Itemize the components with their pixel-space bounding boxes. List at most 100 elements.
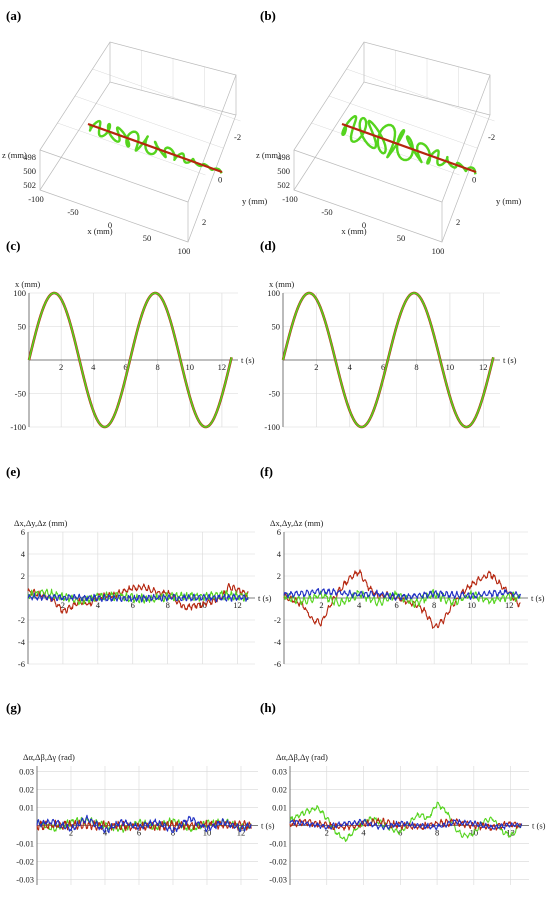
x-tick-label: 8: [432, 600, 436, 610]
x-axis-label: t (s): [261, 821, 275, 831]
series-green: [27, 588, 249, 606]
panel-label-g: (g): [6, 700, 21, 715]
x-tick-label: -50: [67, 207, 78, 217]
y-axis-label: x (mm): [15, 279, 40, 289]
panel-b: 498 500 502 z (mm) -100 -50 0 50 100 x (mm) 2 0 -2 y …: [256, 41, 521, 256]
x-axis-label: x (mm): [87, 226, 112, 236]
x-tick-label: 10: [186, 362, 195, 372]
panel-label-c: (c): [6, 238, 20, 253]
y-tick-label: 2: [277, 571, 281, 581]
series-red: [87, 122, 223, 174]
x-tick-label: 2: [61, 600, 65, 610]
y-tick-label: -50: [269, 389, 280, 399]
y-axis-label: Δx,Δy,Δz (mm): [270, 518, 324, 528]
y-tick-label: 50: [18, 322, 27, 332]
x-tick-label: 4: [357, 600, 362, 610]
x-tick-label: 2: [319, 600, 323, 610]
grid-line: [346, 68, 495, 122]
x-tick-label: 4: [361, 828, 366, 838]
panel-g: 2 4 6 8 10 12-0.03-0.02-0.010.010.020.03Δα,Δβ…: [16, 752, 275, 885]
x-tick-label: 0: [362, 220, 366, 230]
y-tick-label: 2: [456, 217, 460, 227]
y-axis-label: x (mm): [269, 279, 294, 289]
panel-labels: (a) (b) (c) (d) (e) (f) (g) (h): [6, 8, 276, 715]
x-tick-label: 8: [155, 362, 159, 372]
x-tick-label: 2: [314, 362, 318, 372]
z-axis-label: z (mm): [2, 150, 27, 160]
x-tick-label: 8: [166, 600, 170, 610]
grid-line: [328, 95, 478, 149]
z-tick-label: 500: [23, 166, 36, 176]
x-tick-label: 100: [432, 246, 445, 256]
y-tick-label: -50: [15, 389, 26, 399]
y-axis-label: Δα,Δβ,Δγ (rad): [276, 752, 328, 762]
panel-a: 498 500 502 z (mm) -100 -50 0 50 100 x (mm) 2 0 -2 y …: [2, 41, 267, 256]
x-tick-label: 50: [397, 233, 406, 243]
x-axis-label: t (s): [258, 593, 272, 603]
y-tick-label: -2: [488, 132, 495, 142]
y-axis-label: y (mm): [242, 196, 267, 206]
x-tick-label: 4: [103, 828, 108, 838]
series-green: [36, 816, 252, 833]
y-tick-label: 4: [277, 549, 282, 559]
y-tick-label: 0.02: [272, 784, 287, 794]
y-tick-label: -6: [18, 659, 25, 669]
y-tick-label: -2: [274, 615, 281, 625]
y-tick-label: 0.01: [272, 802, 287, 812]
box-bottom: [39, 81, 237, 243]
y-tick-label: 0.01: [19, 802, 34, 812]
y-tick-label: 0.03: [272, 766, 287, 776]
x-tick-label: 2: [325, 828, 329, 838]
x-tick-label: 8: [414, 362, 418, 372]
x-tick-label: 4: [96, 600, 101, 610]
series-green: [28, 292, 233, 428]
x-tick-label: 4: [348, 362, 353, 372]
x-tick-label: 4: [91, 362, 96, 372]
x-axis-label: t (s): [503, 355, 517, 365]
panel-h: 2 4 6 8 10 12-0.03-0.02-0.010.010.020.03Δα,Δβ…: [269, 752, 546, 885]
x-tick-label: 12: [218, 362, 227, 372]
y-tick-label: -2: [18, 615, 25, 625]
x-tick-label: 8: [435, 828, 439, 838]
grid-line: [57, 122, 206, 176]
series-green: [88, 119, 223, 174]
y-tick-label: 2: [202, 217, 206, 227]
x-tick-label: 10: [446, 362, 455, 372]
panel-label-a: (a): [6, 8, 21, 23]
series-blue: [289, 818, 523, 831]
z-tick-label: 500: [277, 166, 290, 176]
panel-label-b: (b): [260, 8, 276, 23]
x-tick-label: 0: [108, 220, 112, 230]
x-tick-label: 2: [69, 828, 73, 838]
y-tick-label: 0: [472, 175, 476, 185]
grid-line: [74, 95, 224, 149]
y-tick-label: 6: [277, 527, 281, 537]
series-red: [341, 122, 477, 174]
x-tick-label: 6: [381, 362, 385, 372]
panel-label-d: (d): [260, 238, 276, 253]
x-axis-label: t (s): [532, 821, 546, 831]
y-tick-label: 2: [21, 571, 25, 581]
box-top: [293, 41, 491, 203]
y-tick-label: -4: [274, 637, 282, 647]
x-tick-label: -50: [321, 207, 332, 217]
z-axis-label: z (mm): [256, 150, 281, 160]
grid-line: [92, 68, 241, 122]
series-blue: [36, 814, 252, 834]
y-tick-label: -0.02: [269, 857, 287, 867]
panel-label-h: (h): [260, 700, 276, 715]
y-tick-label: -0.01: [16, 839, 34, 849]
y-tick-label: 100: [13, 288, 26, 298]
x-tick-label: 12: [479, 362, 488, 372]
x-tick-label: 6: [137, 828, 141, 838]
x-axis-label: t (s): [241, 355, 255, 365]
y-tick-label: -2: [234, 132, 241, 142]
x-tick-label: 50: [143, 233, 152, 243]
x-tick-label: 2: [59, 362, 63, 372]
x-tick-label: 12: [505, 600, 514, 610]
series-red: [36, 819, 252, 832]
y-tick-label: -100: [264, 422, 280, 432]
